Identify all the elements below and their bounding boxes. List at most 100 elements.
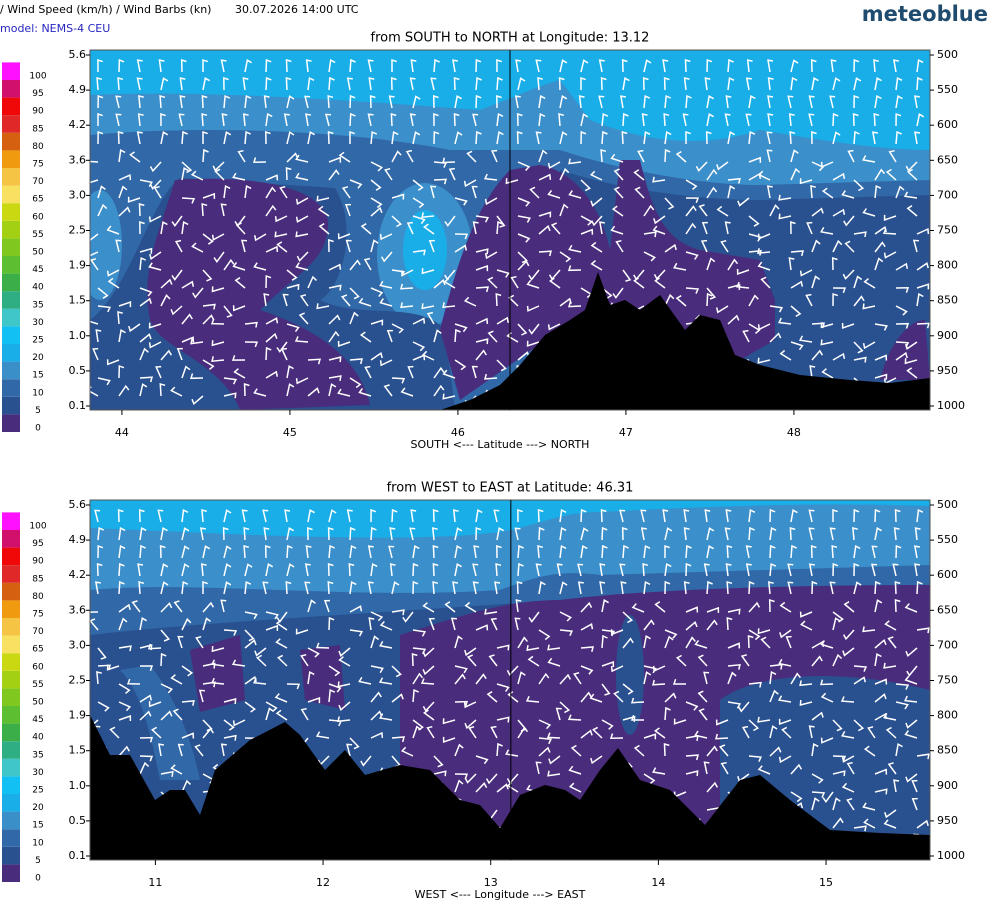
y2-tick-label: 700 (937, 638, 958, 651)
wind-barb (220, 743, 227, 757)
wind-barb (643, 580, 651, 595)
wind-barb (263, 527, 270, 541)
wind-barb (740, 654, 750, 667)
wind-barb (160, 349, 173, 361)
wind-barb (223, 581, 232, 595)
wind-barb (883, 662, 897, 669)
wind-barb (286, 527, 294, 541)
wind-barb (535, 59, 542, 73)
wind-barb (706, 580, 713, 595)
colorbar-swatch (2, 547, 20, 566)
wind-barb (757, 170, 771, 181)
panel: from WEST to EAST at Latitude: 46.31 WEST… (2, 481, 965, 900)
wind-barb (493, 509, 500, 523)
wind-barb (484, 608, 498, 615)
wind-barb (328, 544, 335, 559)
wind-barb (916, 283, 930, 290)
wind-barb (748, 681, 762, 688)
colorbar-label: 60 (32, 212, 44, 222)
wind-barb (202, 359, 215, 370)
y-tick-label: 0.1 (69, 849, 87, 862)
wind-barb (685, 205, 697, 217)
wind-barb (370, 206, 383, 217)
wind-barb (412, 179, 424, 191)
wind-barb (853, 665, 868, 672)
wind-barb (810, 58, 817, 73)
wind-barb (139, 544, 146, 559)
wind-barb (748, 629, 761, 641)
wind-barb (790, 59, 799, 73)
wind-barb (454, 673, 466, 685)
colorbar-label: 75 (32, 160, 43, 170)
wind-barb (358, 676, 372, 685)
wind-barb (613, 186, 624, 199)
colorbar-label: 55 (32, 680, 43, 690)
wind-barb (662, 509, 669, 523)
wind-barb (411, 652, 418, 667)
colorbar-swatch (2, 670, 20, 689)
wind-barb (423, 709, 435, 721)
wind-barb (358, 297, 372, 307)
wind-barb (256, 654, 267, 667)
wind-barb (139, 247, 153, 254)
wind-barb (328, 383, 337, 397)
wind-barb (363, 257, 372, 271)
wind-barb (422, 647, 435, 658)
wind-barb (181, 167, 189, 181)
wind-barb (139, 297, 152, 307)
wind-barb (619, 509, 626, 523)
wind-barb (202, 148, 209, 163)
wind-barb (706, 292, 713, 307)
wind-barb (202, 601, 215, 613)
wind-barb (475, 94, 482, 109)
wind-barb (280, 347, 288, 361)
wind-barb (223, 258, 235, 271)
wind-barb (820, 322, 834, 329)
wind-barb (202, 314, 215, 325)
wind-barb (244, 341, 259, 348)
wind-barb (348, 562, 355, 577)
wind-barb (706, 619, 718, 631)
colorbar-label: 55 (32, 230, 43, 240)
wind-barb (428, 239, 435, 253)
wind-barb (328, 683, 342, 693)
wind-barb (379, 233, 393, 241)
wind-barb (176, 347, 183, 361)
wind-barb (349, 287, 360, 300)
colorbar-swatch (2, 864, 20, 882)
wind-barb (117, 130, 124, 145)
wind-barb (244, 563, 253, 577)
wind-barb (811, 742, 819, 757)
wind-barb (547, 657, 561, 667)
wind-barb (370, 197, 383, 209)
wind-barb (580, 527, 589, 541)
wind-barb (191, 242, 204, 253)
wind-barb (118, 714, 132, 722)
wind-barb (211, 340, 225, 347)
wind-barb (517, 260, 530, 271)
wind-barb (391, 58, 397, 72)
wind-barb (190, 170, 204, 181)
header-datetime: 30.07.2026 14:00 UTC (235, 3, 359, 16)
wind-barb (706, 527, 715, 541)
wind-barb (615, 239, 624, 253)
colorbar-label: 85 (32, 574, 43, 584)
wind-barb (97, 112, 103, 126)
colorbar-swatch (2, 530, 20, 548)
wind-barb (96, 562, 103, 577)
wind-barb (233, 368, 246, 379)
wind-barb (454, 359, 467, 371)
wind-barb (811, 349, 824, 361)
wind-barb (842, 629, 855, 641)
wind-barb (454, 131, 463, 145)
wind-barb (694, 730, 708, 739)
wind-barb (160, 652, 167, 667)
x-axis-label: WEST <--- Longitude ---> EAST (415, 888, 586, 900)
wind-barb (726, 545, 733, 559)
wind-barb (612, 287, 624, 299)
wind-barb (748, 130, 756, 145)
wind-barb (757, 357, 771, 364)
wind-barb (295, 197, 309, 205)
wind-barb (683, 77, 690, 91)
wind-barb (428, 617, 435, 631)
